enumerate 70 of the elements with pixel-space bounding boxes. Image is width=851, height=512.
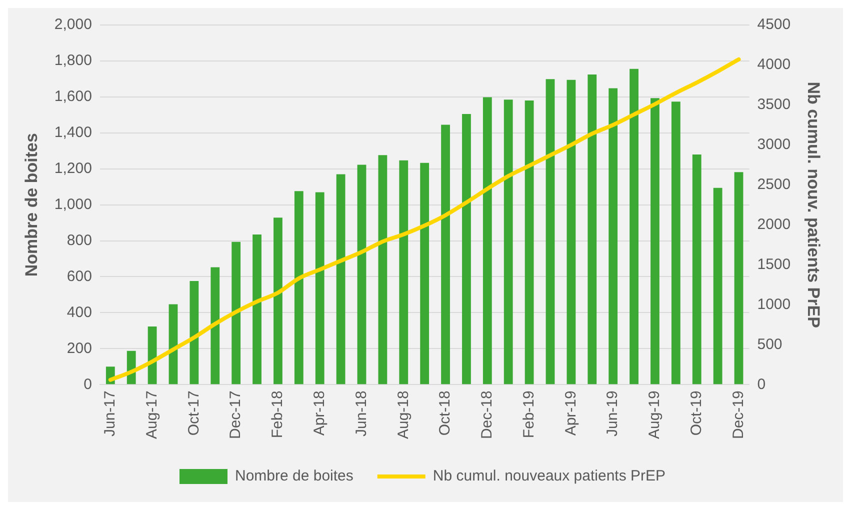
y-tick-label: 1,000 [54,196,92,213]
y-tick-label: 1,400 [54,124,92,142]
y2-tick-label: 3500 [757,96,791,114]
bar [504,100,513,384]
bar [420,162,430,384]
y-tick-label: 1,200 [54,160,92,177]
y-tick-label: 2,000 [54,16,92,34]
bar [378,155,388,384]
y-axis-title: Nombre de boites [22,133,41,277]
legend-label: Nb cumul. nouveaux patients PrEP [432,468,666,485]
x-tick-label: Feb-18 [269,390,286,438]
y-tick-label: 800 [66,232,92,249]
x-tick-label: Feb-19 [520,390,538,438]
x-tick-label: Oct-17 [185,390,202,436]
bar [692,154,702,384]
x-tick-label: Aug-19 [646,390,664,440]
x-tick-label: Apr-18 [311,390,328,436]
x-tick-label: Aug-18 [394,390,412,440]
line-series [108,57,741,382]
y2-tick-label: 0 [757,376,766,393]
bar [294,191,304,384]
bar [210,267,220,384]
y-tick-label: 1,600 [54,88,92,106]
y2-tick-label: 1500 [757,256,791,273]
y2-tick-label: 3000 [757,136,791,154]
y-tick-label: 1,800 [54,52,92,70]
bar [546,79,555,384]
x-tick-label: Dec-17 [227,390,244,439]
bar [608,88,618,384]
x-tick-label: Oct-18 [436,390,454,436]
bar [630,68,638,384]
x-tick-label: Aug-17 [143,390,160,440]
y2-tick-label: 500 [757,336,782,353]
y2-tick-label: 4500 [757,16,791,34]
bar [566,80,576,384]
x-tick-label: Dec-19 [730,390,747,439]
bar [232,242,241,384]
x-tick-label: Jun-19 [604,390,622,437]
y2-tick-label: 1000 [757,296,791,313]
bar [252,234,262,384]
y2-tick-label: 2000 [757,216,791,233]
bar [399,160,408,384]
bar [441,124,450,384]
bar [482,97,492,384]
bar [357,164,366,384]
x-tick-label: Oct-19 [688,390,706,436]
y-tick-label: 600 [66,268,92,285]
x-tick-label: Apr-19 [562,390,580,436]
y2-tick-label: 2500 [757,176,791,193]
bar [734,172,744,384]
bar [274,218,282,384]
bar [650,98,660,384]
y-tick-label: 400 [66,304,92,321]
bar [713,188,722,384]
bar [588,74,597,384]
bar [315,192,324,384]
y2-axis-title: Nb cumul. nouv. patients PrEP [804,82,824,328]
bar [336,174,346,384]
bar [148,326,157,384]
bar [190,281,199,384]
y-tick-label: 200 [66,340,92,357]
y2-tick-label: 4000 [757,56,791,74]
x-tick-label: Dec-18 [478,390,496,439]
bar [524,100,534,384]
bar [671,102,680,384]
x-tick-label: Jun-17 [102,390,119,437]
legend-label: Nombre de boites [234,468,354,485]
y-tick-label: 0 [84,376,92,393]
bar [462,114,471,384]
x-tick-label: Jun-18 [352,390,370,437]
